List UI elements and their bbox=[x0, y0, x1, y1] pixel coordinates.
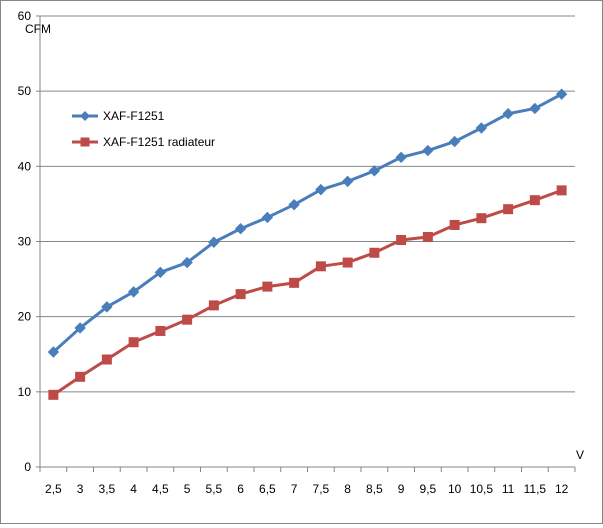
x-tick-label: 10,5 bbox=[470, 482, 494, 496]
y-tick-label: 0 bbox=[24, 460, 31, 474]
x-tick-label: 9,5 bbox=[420, 482, 437, 496]
data-point bbox=[208, 300, 219, 311]
x-tick-label: 9 bbox=[398, 482, 405, 496]
x-tick-label: 7 bbox=[291, 482, 298, 496]
x-tick-label: 6,5 bbox=[259, 482, 276, 496]
data-point bbox=[341, 175, 354, 188]
x-tick-label: 5,5 bbox=[206, 482, 223, 496]
x-tick-label: 6 bbox=[237, 482, 244, 496]
legend-item: XAF-F1251 radiateur bbox=[72, 135, 215, 149]
y-tick-label: 20 bbox=[18, 310, 32, 324]
series-line bbox=[52, 92, 563, 354]
data-point bbox=[449, 219, 460, 230]
legend-marker bbox=[80, 111, 90, 121]
x-tick-label: 5 bbox=[184, 482, 191, 496]
y-tick-label: 50 bbox=[18, 84, 32, 98]
series-1 bbox=[47, 88, 568, 358]
data-point bbox=[262, 281, 273, 292]
x-tick-label: 7,5 bbox=[313, 482, 330, 496]
data-point bbox=[503, 204, 514, 215]
series-2 bbox=[48, 185, 567, 400]
axes bbox=[36, 15, 576, 472]
x-tick-label: 8 bbox=[344, 482, 351, 496]
x-tick-label: 3,5 bbox=[99, 482, 116, 496]
gridlines bbox=[40, 15, 575, 393]
data-point bbox=[529, 195, 540, 206]
data-point bbox=[422, 144, 434, 157]
legend: XAF-F1251 XAF-F1251 radiateur bbox=[72, 109, 215, 149]
data-point bbox=[47, 346, 60, 358]
y-tick-labels: 0 10 20 30 40 50 60 bbox=[18, 9, 32, 474]
data-point bbox=[529, 102, 541, 115]
data-point bbox=[342, 257, 353, 268]
y-tick-label: 40 bbox=[18, 159, 32, 173]
x-tick-label: 4,5 bbox=[152, 482, 169, 496]
data-point bbox=[182, 314, 193, 325]
legend-item: XAF-F1251 bbox=[72, 109, 165, 123]
x-tick-label: 11,5 bbox=[524, 482, 547, 496]
x-tick-label: 11 bbox=[502, 482, 515, 496]
data-point bbox=[261, 211, 274, 224]
x-tick-label: 8,5 bbox=[366, 482, 383, 496]
y-axis-label: CFM bbox=[25, 22, 51, 36]
x-axis-label: V bbox=[576, 448, 584, 462]
data-point bbox=[101, 354, 112, 365]
data-point bbox=[48, 389, 59, 400]
x-tick-labels: 2,5 3 3,5 4 4,5 5 5,5 6 6,5 7 7,5 8 8,5 9 9,5 10 10,5 11 1… bbox=[45, 482, 569, 496]
data-point bbox=[154, 266, 167, 279]
data-point bbox=[395, 151, 407, 164]
data-point bbox=[422, 231, 433, 242]
data-point bbox=[368, 165, 381, 177]
x-tick-label: 10 bbox=[448, 482, 462, 496]
y-tick-label: 60 bbox=[18, 9, 32, 23]
data-point bbox=[208, 236, 220, 248]
data-point bbox=[475, 122, 488, 134]
x-tick-label: 4 bbox=[130, 482, 137, 496]
data-point bbox=[181, 256, 193, 269]
data-point bbox=[476, 213, 487, 224]
data-point bbox=[128, 337, 139, 348]
data-point bbox=[289, 277, 300, 288]
data-point bbox=[315, 261, 326, 272]
data-point bbox=[369, 247, 380, 258]
data-point bbox=[155, 325, 166, 336]
legend-label: XAF-F1251 bbox=[103, 109, 165, 123]
data-point bbox=[74, 322, 86, 334]
data-point bbox=[315, 183, 327, 196]
series-group bbox=[47, 88, 568, 400]
data-point bbox=[288, 198, 300, 211]
data-point bbox=[396, 234, 407, 245]
y-tick-label: 10 bbox=[18, 385, 32, 399]
x-tick-label: 2,5 bbox=[45, 482, 62, 496]
data-point bbox=[234, 223, 247, 235]
data-point bbox=[101, 301, 113, 313]
data-point bbox=[127, 286, 140, 298]
data-point bbox=[556, 185, 567, 196]
data-point bbox=[502, 108, 514, 120]
data-point bbox=[75, 371, 86, 382]
x-tick-label: 3 bbox=[77, 482, 84, 496]
legend-marker bbox=[80, 137, 90, 147]
y-tick-label: 30 bbox=[18, 235, 32, 249]
data-point bbox=[448, 135, 461, 148]
x-tick-label: 12 bbox=[555, 482, 569, 496]
data-point bbox=[555, 88, 568, 100]
legend-label: XAF-F1251 radiateur bbox=[103, 135, 215, 149]
data-point bbox=[235, 289, 246, 300]
